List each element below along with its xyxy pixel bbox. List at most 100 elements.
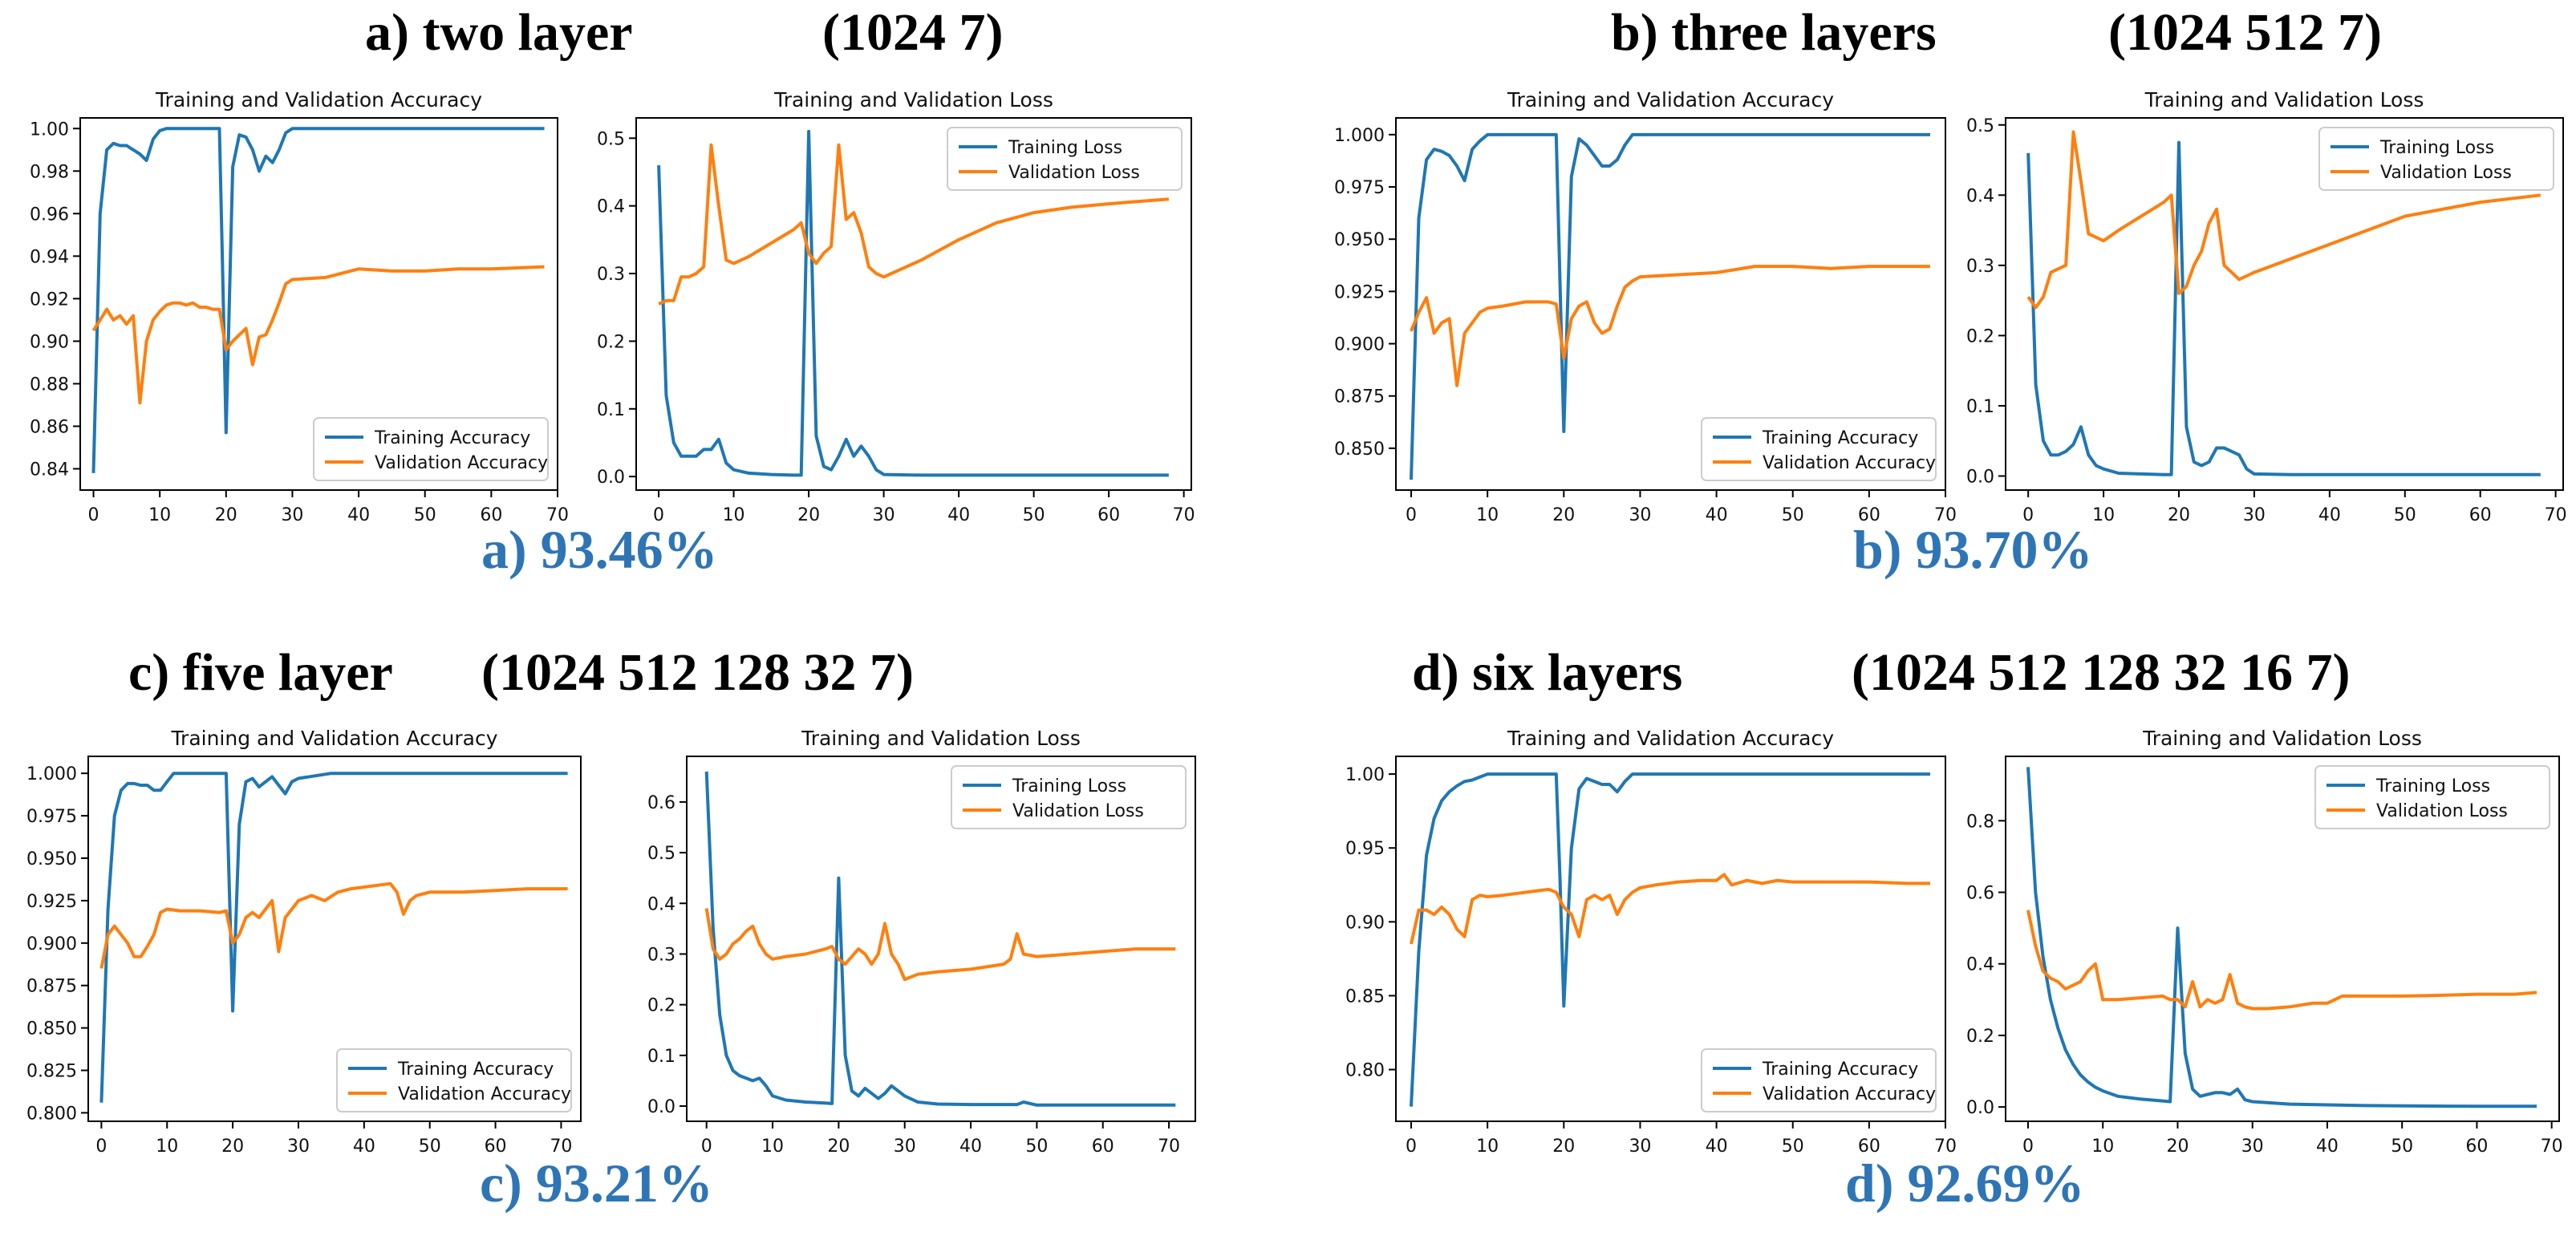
legend-box (2318, 127, 2554, 191)
legend-box (947, 127, 1183, 191)
x-tick-label: 40 (959, 1137, 982, 1157)
legend: Training Loss Validation Loss (947, 127, 1183, 191)
x-tick-label: 50 (419, 1137, 441, 1157)
legend-box (2314, 765, 2550, 829)
x-tick-label: 60 (1858, 1137, 1880, 1157)
series-line-training (91, 127, 545, 473)
legend: Training Loss Validation Loss (951, 765, 1187, 829)
legend-box (1701, 1048, 1937, 1112)
x-tick-label: 70 (550, 1137, 572, 1157)
chart: Training and Validation Loss 0 10 20 30 40 50 6… (647, 727, 1196, 1157)
series-line-training (1410, 772, 1930, 1107)
series-line-validation (99, 881, 568, 969)
x-tick-label: 30 (2241, 1137, 2264, 1157)
series-line-training (704, 771, 1176, 1107)
series-line-training (99, 772, 568, 1103)
legend-label: Training Loss (2375, 776, 2490, 796)
legend-label: Validation Accuracy (1763, 1084, 1936, 1104)
y-tick-label: 0.84 (30, 460, 69, 480)
legend-label: Validation Accuracy (375, 453, 548, 473)
x-tick-label: 10 (1476, 1137, 1499, 1157)
panel-result: b) 93.70% (1853, 519, 2092, 580)
y-tick-label: 0.875 (26, 977, 77, 997)
y-tick-label: 0.88 (30, 375, 69, 395)
y-tick-label: 0.80 (1345, 1061, 1385, 1081)
x-tick-label: 20 (827, 1137, 850, 1157)
legend-label: Validation Loss (1008, 163, 1140, 183)
x-tick-label: 0 (1406, 505, 1417, 525)
legend: Training Accuracy Validation Accuracy (336, 1048, 572, 1112)
legend-label: Validation Loss (1012, 801, 1144, 821)
y-tick-label: 0.850 (1334, 440, 1385, 460)
y-tick-label: 0.1 (647, 1047, 675, 1067)
series-line-training (2026, 767, 2537, 1108)
y-tick-label: 0.1 (1966, 397, 1994, 417)
plot-frame (87, 756, 582, 1122)
legend: Training Accuracy Validation Accuracy (313, 417, 549, 481)
x-tick-label: 50 (414, 505, 436, 525)
y-tick-label: 0.2 (1966, 326, 1994, 346)
legend-label: Training Accuracy (397, 1060, 554, 1080)
x-tick-label: 0 (2022, 1137, 2034, 1157)
y-tick-label: 0.850 (26, 1019, 77, 1039)
plot-frame (1395, 756, 1946, 1122)
y-tick-label: 0.2 (597, 332, 625, 352)
panel-architecture: (1024 7) (822, 3, 1003, 62)
y-tick-label: 0.6 (647, 793, 675, 813)
x-tick-label: 0 (1406, 1137, 1417, 1157)
panel-heading: c) five layer (128, 643, 393, 702)
x-tick-label: 70 (1173, 505, 1195, 525)
x-tick-label: 60 (2465, 1137, 2488, 1157)
x-tick-label: 0 (88, 505, 99, 525)
y-tick-label: 0.5 (597, 129, 625, 149)
x-tick-label: 10 (2091, 1137, 2114, 1157)
y-tick-label: 0.4 (647, 894, 675, 914)
panel-heading: b) three layers (1611, 3, 1937, 62)
y-tick-label: 0.950 (26, 849, 77, 869)
y-tick-label: 1.00 (1345, 765, 1385, 785)
y-tick-label: 0.900 (1334, 335, 1385, 355)
series-line-validation (2026, 910, 2537, 1011)
chart-title: Training and Validation Loss (801, 727, 1081, 750)
y-tick-label: 0.2 (1966, 1027, 1994, 1047)
y-tick-label: 0.5 (1966, 116, 1994, 136)
series-line-validation (2026, 130, 2542, 310)
y-tick-label: 0.925 (26, 892, 77, 912)
x-tick-label: 40 (347, 505, 370, 525)
x-tick-label: 10 (761, 1137, 784, 1157)
x-tick-label: 20 (2168, 505, 2190, 525)
y-tick-label: 0.4 (597, 197, 625, 217)
y-tick-label: 0.825 (26, 1062, 77, 1082)
x-tick-label: 60 (1092, 1137, 1114, 1157)
x-tick-label: 50 (1782, 1137, 1804, 1157)
legend-label: Validation Accuracy (1763, 453, 1936, 473)
x-tick-label: 60 (480, 505, 502, 525)
y-tick-label: 0.85 (1345, 987, 1385, 1007)
x-tick-label: 30 (281, 505, 303, 525)
x-tick-label: 30 (873, 505, 895, 525)
plot-frame (79, 117, 558, 491)
legend-label: Training Loss (1012, 776, 1126, 796)
y-tick-label: 0.95 (1345, 839, 1385, 859)
x-tick-label: 10 (2092, 505, 2115, 525)
y-tick-label: 1.00 (30, 120, 69, 140)
legend-label: Validation Accuracy (398, 1084, 571, 1104)
x-tick-label: 20 (1552, 1137, 1575, 1157)
y-tick-label: 0.925 (1334, 282, 1385, 302)
legend: Training Loss Validation Loss (2314, 765, 2550, 829)
legend-label: Training Accuracy (1762, 1060, 1918, 1080)
panel-result: c) 93.21% (480, 1153, 713, 1214)
y-tick-label: 0.6 (1966, 884, 1994, 904)
x-tick-label: 40 (353, 1137, 375, 1157)
chart-title: Training and Validation Loss (2144, 88, 2424, 111)
x-tick-label: 50 (1023, 505, 1045, 525)
panel-result: d) 92.69% (1845, 1153, 2084, 1214)
plot-frame (1395, 117, 1946, 491)
panel-heading: a) two layer (365, 3, 633, 62)
x-tick-label: 20 (1552, 505, 1575, 525)
y-tick-label: 0.4 (1966, 186, 1994, 206)
x-tick-label: 60 (485, 1137, 507, 1157)
chart: Training and Validation Accuracy 0 10 20 30 4… (1345, 727, 1957, 1157)
x-tick-label: 10 (723, 505, 745, 525)
x-tick-label: 0 (653, 505, 664, 525)
